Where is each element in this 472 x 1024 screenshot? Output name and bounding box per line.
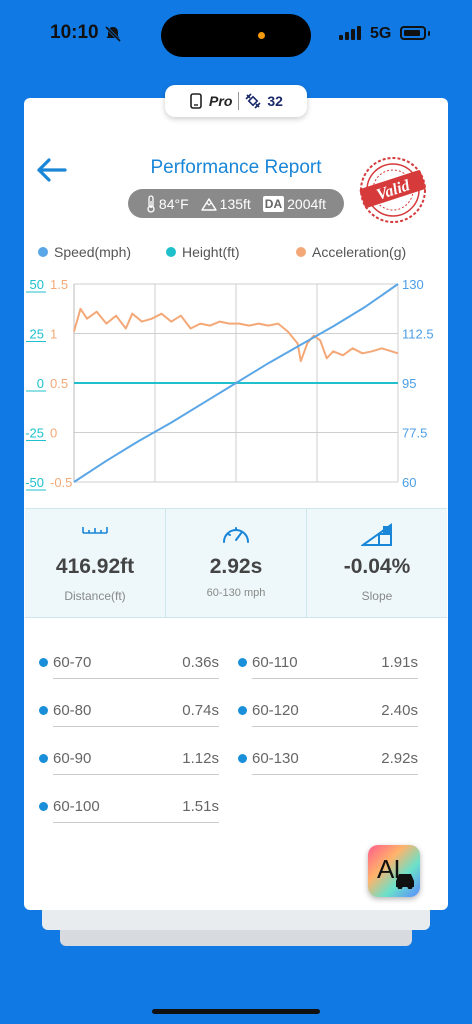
speedometer-icon bbox=[223, 527, 249, 543]
car-icon bbox=[396, 874, 414, 889]
ai-assistant-button[interactable]: AI bbox=[368, 845, 420, 897]
slope-label: Slope bbox=[361, 589, 393, 603]
time-value: 2.92s bbox=[209, 555, 263, 578]
temperature-value: 84°F bbox=[158, 195, 189, 212]
bell-muted-icon bbox=[104, 25, 122, 43]
height-tick-label: -25 bbox=[25, 426, 44, 441]
dynamic-island bbox=[161, 14, 311, 57]
accel-tick-label: 0 bbox=[50, 426, 57, 441]
battery-icon bbox=[400, 26, 426, 40]
ai-label: AI bbox=[377, 854, 401, 884]
valid-stamp: Valid bbox=[359, 157, 426, 223]
split-item: 60-70 0.36s bbox=[39, 651, 219, 681]
height-tick-label: 25 bbox=[30, 327, 44, 342]
slope-value: -0.04% bbox=[343, 555, 411, 578]
signal-icon bbox=[339, 26, 361, 40]
pro-label: Pro bbox=[209, 93, 233, 109]
status-time: 10:10 bbox=[50, 22, 99, 43]
mountain-icon bbox=[200, 197, 217, 211]
page-title: Performance Report bbox=[150, 157, 322, 178]
status-bar: 10:10 5G bbox=[0, 0, 472, 70]
slope-icon bbox=[361, 523, 392, 546]
legend-height[interactable]: Height(ft) bbox=[166, 244, 240, 260]
altitude-value: 135ft bbox=[219, 195, 251, 212]
split-item: 60-90 1.12s bbox=[39, 747, 219, 777]
height-tick-label: -50 bbox=[25, 475, 44, 490]
split-item: 60-100 1.51s bbox=[39, 795, 219, 825]
device-icon bbox=[190, 93, 202, 109]
series-line-accel bbox=[73, 307, 399, 363]
accel-tick-label: 0.5 bbox=[50, 376, 68, 391]
split-item: 60-120 2.40s bbox=[238, 699, 418, 729]
legend-speed[interactable]: Speed(mph) bbox=[38, 244, 131, 260]
performance-chart: 50 25 0 -25 -50 1.5 1 0.5 0 -0.5 130 112.5 95 77.5 60 bbox=[25, 277, 434, 491]
density-altitude-value: 2004ft bbox=[287, 195, 327, 212]
stat-time: 2.92s 60-130 mph bbox=[165, 509, 306, 617]
stat-slope: -0.04% Slope bbox=[306, 509, 447, 617]
legend-acceleration[interactable]: Acceleration(g) bbox=[296, 244, 406, 260]
accel-tick-label: -0.5 bbox=[50, 475, 72, 490]
series-line-speed bbox=[73, 283, 399, 483]
height-tick-label: 0 bbox=[37, 376, 44, 391]
stat-distance: 416.92ft Distance(ft) bbox=[25, 509, 165, 617]
stamp-label: Valid bbox=[374, 177, 412, 204]
split-item: 60-130 2.92s bbox=[238, 747, 418, 777]
split-item: 60-110 1.91s bbox=[238, 651, 418, 681]
satellite-icon bbox=[245, 93, 261, 109]
speed-tick-label: 112.5 bbox=[402, 327, 434, 342]
back-arrow-icon[interactable] bbox=[36, 157, 68, 183]
distance-label: Distance(ft) bbox=[64, 589, 126, 603]
satellite-count: 32 bbox=[267, 93, 283, 109]
height-tick-label: 50 bbox=[30, 277, 44, 292]
thermometer-icon bbox=[147, 194, 155, 213]
accel-tick-label: 1 bbox=[50, 327, 57, 342]
speed-tick-label: 95 bbox=[402, 376, 416, 391]
pro-badge[interactable]: Pro 32 bbox=[165, 85, 307, 117]
time-label: 60-130 mph bbox=[206, 587, 266, 599]
speed-tick-label: 60 bbox=[402, 475, 416, 490]
home-indicator bbox=[152, 1009, 320, 1014]
speed-tick-label: 130 bbox=[402, 277, 424, 292]
speed-tick-label: 77.5 bbox=[402, 426, 427, 441]
accel-tick-label: 1.5 bbox=[50, 277, 68, 292]
distance-value: 416.92ft bbox=[55, 555, 135, 578]
conditions-pill: 84°F 135ft DA 2004ft bbox=[128, 189, 344, 218]
split-item: 60-80 0.74s bbox=[39, 699, 219, 729]
stats-panel: 416.92ft Distance(ft) 2.92s 60-130 mph -… bbox=[25, 508, 447, 618]
da-label: DA bbox=[262, 195, 285, 212]
ruler-icon bbox=[82, 527, 108, 534]
network-label: 5G bbox=[370, 25, 392, 42]
